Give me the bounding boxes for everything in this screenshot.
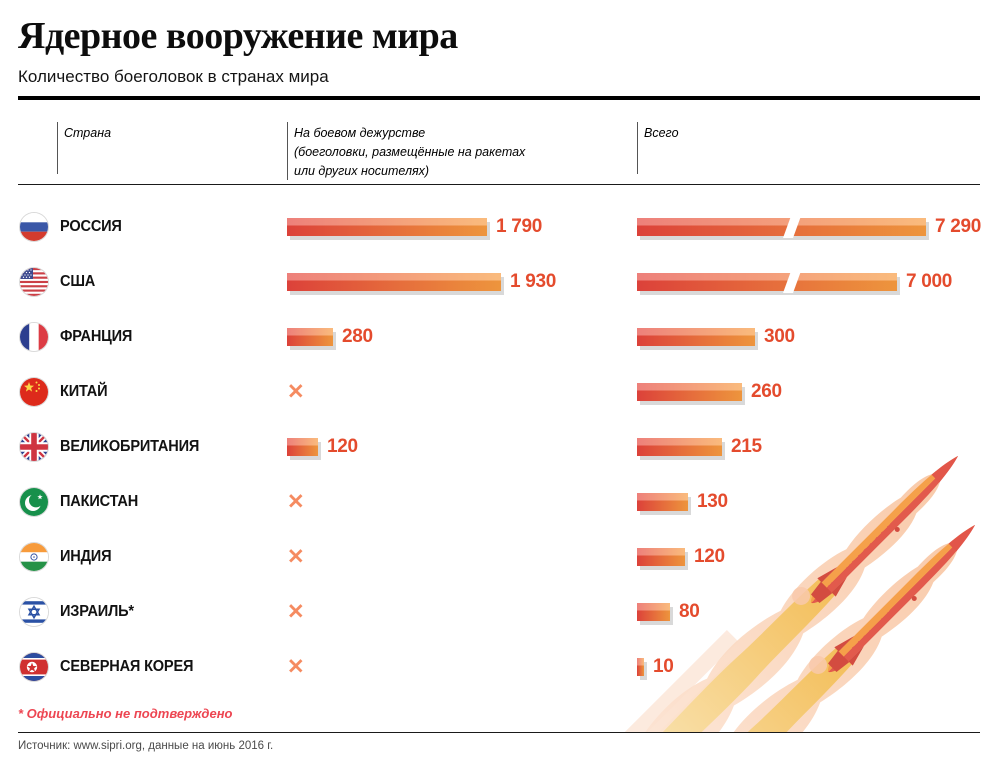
flag-north-korea-icon: [20, 652, 48, 681]
country-label: ФРАНЦИЯ: [60, 327, 133, 345]
table-row: ФРАНЦИЯ 280 300: [0, 309, 998, 364]
warhead-bar: [637, 382, 742, 401]
warhead-count: 80: [679, 600, 700, 622]
page-subtitle: Количество боеголовок в странах мира: [18, 67, 329, 86]
table-row: СЕВЕРНАЯ КОРЕЯ ✕ 10: [0, 639, 998, 694]
warhead-bar: [287, 217, 487, 236]
total-cell: 130: [637, 491, 728, 513]
no-data-cross-icon: ✕: [287, 490, 305, 513]
bar-scale-break: [782, 215, 802, 238]
table-row: ИНДИЯ ✕ 120: [0, 529, 998, 584]
column-header-country-label: Страна: [64, 126, 112, 140]
table-top-divider: [18, 184, 980, 185]
duty-cell: 120: [287, 436, 358, 458]
duty-cell: ✕: [287, 601, 305, 622]
warhead-bar: [287, 272, 501, 291]
total-cell: 10: [637, 656, 674, 678]
warhead-bar: [637, 270, 897, 293]
warhead-count: 1 930: [510, 270, 557, 292]
column-header-total-label: Всего: [644, 126, 679, 140]
total-cell: 7 000: [637, 270, 953, 293]
warhead-count: 1 790: [496, 215, 543, 237]
total-cell: 120: [637, 546, 725, 568]
warhead-count: 280: [342, 325, 373, 347]
page-title: Ядерное вооружение мира: [18, 15, 458, 57]
column-header-total: Всего: [637, 122, 679, 174]
warhead-count: 120: [694, 545, 725, 567]
warhead-count: 10: [653, 655, 674, 677]
column-header-duty-line2: (боеголовки, размещённые на ракетах: [294, 144, 526, 159]
flag-russia-icon: [20, 212, 48, 241]
country-label: ИЗРАИЛЬ*: [60, 602, 134, 620]
flag-india-icon: [20, 542, 48, 571]
duty-cell: ✕: [287, 546, 305, 567]
warhead-count: 300: [764, 325, 795, 347]
warhead-bar: [287, 437, 318, 456]
country-label: КИТАЙ: [60, 382, 108, 400]
warhead-count: 120: [327, 435, 358, 457]
country-label: ВЕЛИКОБРИТАНИЯ: [60, 437, 200, 455]
duty-cell: ✕: [287, 656, 305, 677]
no-data-cross-icon: ✕: [287, 655, 305, 678]
total-cell: 300: [637, 326, 795, 348]
warhead-count: 215: [731, 435, 762, 457]
warhead-count: 7 000: [906, 270, 953, 292]
source-line: Источник: www.sipri.org, данные на июнь …: [18, 740, 274, 752]
column-header-duty-line1: На боевом дежурстве: [294, 126, 426, 140]
total-cell: 260: [637, 381, 782, 403]
column-header-duty: На боевом дежурстве (боеголовки, размещё…: [287, 122, 526, 181]
table-row: РОССИЯ 1 790 7 290: [0, 199, 998, 254]
column-header-duty-line3: или других носителях): [294, 163, 430, 178]
table-row: ВЕЛИКОБРИТАНИЯ 120 215: [0, 419, 998, 474]
total-cell: 80: [637, 601, 700, 623]
warhead-count: 130: [697, 490, 728, 512]
flag-israel-icon: [20, 597, 48, 626]
flag-uk-icon: [20, 432, 48, 461]
footnote: * Официально не подтверждено: [18, 706, 233, 721]
total-cell: 215: [637, 436, 762, 458]
no-data-cross-icon: ✕: [287, 380, 305, 403]
country-label: США: [60, 272, 96, 290]
table-row: ПАКИСТАН ✕ 130: [0, 474, 998, 529]
duty-cell: ✕: [287, 491, 305, 512]
no-data-cross-icon: ✕: [287, 600, 305, 623]
country-label: РОССИЯ: [60, 217, 122, 235]
warhead-bar: [637, 437, 722, 456]
warhead-bar: [637, 492, 688, 511]
flag-france-icon: [20, 322, 48, 351]
country-label: ПАКИСТАН: [60, 492, 139, 510]
total-cell: 7 290: [637, 215, 982, 238]
flag-pakistan-icon: [20, 487, 48, 516]
country-label: ИНДИЯ: [60, 547, 112, 565]
bar-scale-break: [782, 270, 802, 293]
flag-china-icon: [20, 377, 48, 406]
duty-cell: 1 790: [287, 216, 542, 238]
warhead-bar: [637, 657, 644, 676]
duty-cell: 280: [287, 326, 373, 348]
no-data-cross-icon: ✕: [287, 545, 305, 568]
table-row: КИТАЙ ✕ 260: [0, 364, 998, 419]
table-row: США 1 930 7 000: [0, 254, 998, 309]
table-row: ИЗРАИЛЬ* ✕ 80: [0, 584, 998, 639]
warhead-bar: [287, 327, 333, 346]
header-divider: [18, 96, 980, 100]
country-label: СЕВЕРНАЯ КОРЕЯ: [60, 657, 194, 675]
warhead-count: 7 290: [935, 215, 982, 237]
duty-cell: 1 930: [287, 271, 556, 293]
country-table: РОССИЯ 1 790 7 290 США 1 930 7 000 ФРАНЦ…: [0, 199, 998, 694]
duty-cell: ✕: [287, 381, 305, 402]
warhead-bar: [637, 547, 685, 566]
flag-usa-icon: [20, 267, 48, 296]
warhead-count: 260: [751, 380, 782, 402]
warhead-bar: [637, 602, 670, 621]
column-header-country: Страна: [57, 122, 111, 174]
warhead-bar: [637, 327, 755, 346]
footer-divider: [18, 732, 980, 733]
warhead-bar: [637, 215, 926, 238]
